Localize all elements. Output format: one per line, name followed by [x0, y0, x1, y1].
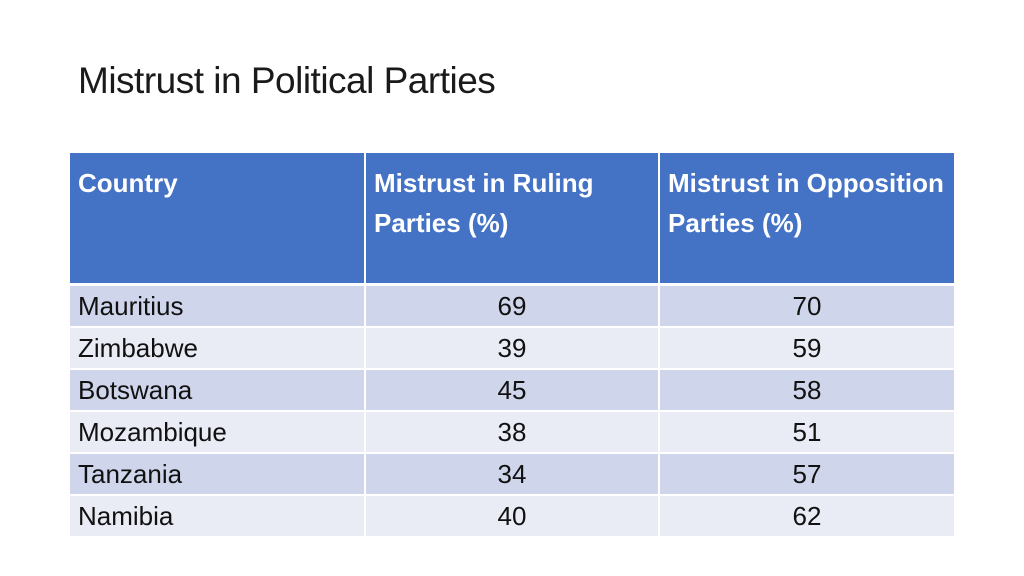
country-cell: Tanzania	[70, 453, 366, 496]
slide-title: Mistrust in Political Parties	[78, 60, 496, 101]
opposition-value-cell: 57	[659, 453, 954, 496]
country-cell: Botswana	[70, 369, 366, 412]
ruling-value-cell: 38	[365, 411, 660, 454]
ruling-value-cell: 34	[365, 453, 660, 496]
header-opposition-parties: Mistrust in Opposition Parties (%)	[659, 153, 954, 286]
opposition-value-cell: 70	[659, 284, 954, 328]
header-country: Country	[70, 153, 366, 286]
table-header-row: Country Mistrust in Ruling Parties (%) M…	[70, 153, 954, 286]
header-ruling-parties: Mistrust in Ruling Parties (%)	[365, 153, 660, 286]
country-cell: Namibia	[70, 495, 366, 538]
country-cell: Mauritius	[70, 284, 366, 328]
opposition-value-cell: 51	[659, 411, 954, 454]
ruling-value-cell: 69	[365, 284, 660, 328]
opposition-value-cell: 62	[659, 495, 954, 538]
table-row: Mozambique 38 51	[70, 411, 954, 454]
ruling-value-cell: 39	[365, 327, 660, 370]
table-row: Mauritius 69 70	[70, 284, 954, 328]
ruling-value-cell: 45	[365, 369, 660, 412]
table-row: Namibia 40 62	[70, 495, 954, 538]
mistrust-table: Country Mistrust in Ruling Parties (%) M…	[70, 153, 954, 538]
opposition-value-cell: 58	[659, 369, 954, 412]
country-cell: Zimbabwe	[70, 327, 366, 370]
opposition-value-cell: 59	[659, 327, 954, 370]
table-row: Zimbabwe 39 59	[70, 327, 954, 370]
country-cell: Mozambique	[70, 411, 366, 454]
table-row: Botswana 45 58	[70, 369, 954, 412]
table-row: Tanzania 34 57	[70, 453, 954, 496]
ruling-value-cell: 40	[365, 495, 660, 538]
